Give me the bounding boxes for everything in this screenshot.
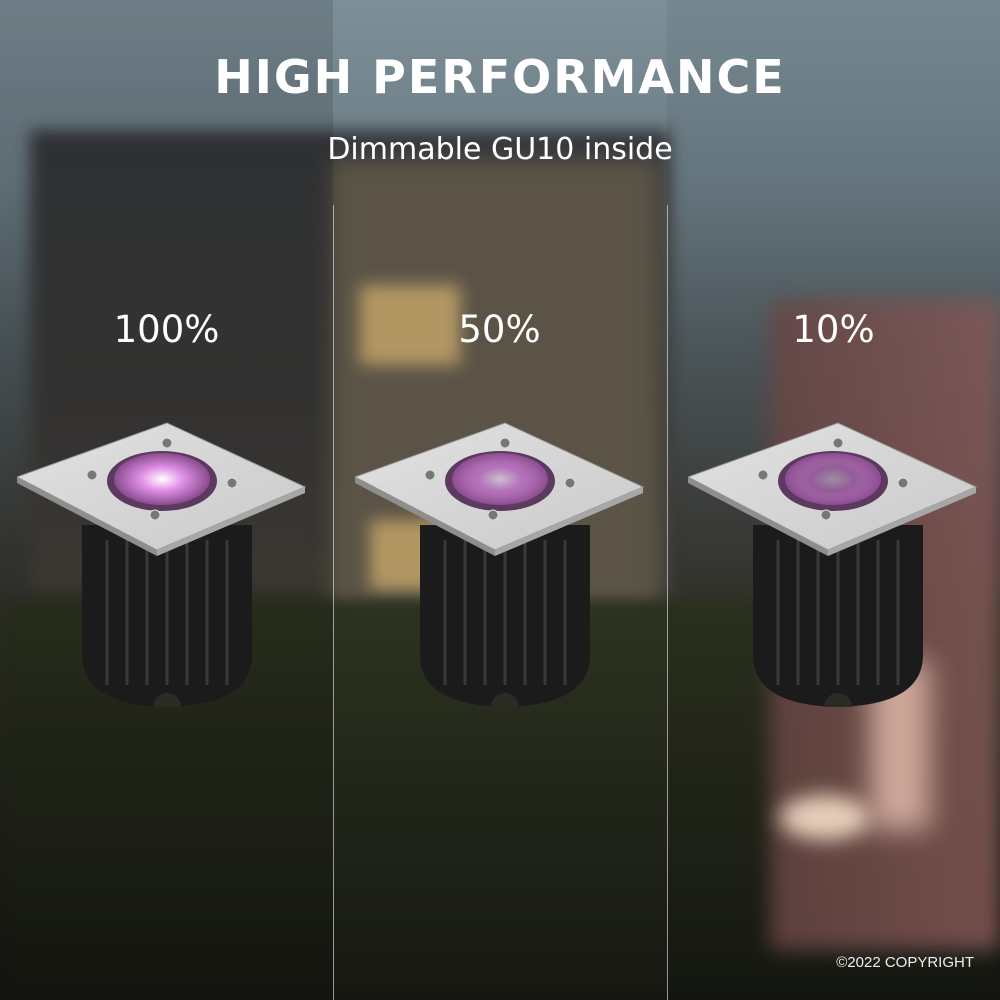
headline: HIGH PERFORMANCE (214, 50, 786, 104)
fixture-body (82, 525, 252, 707)
screw-icon (897, 477, 909, 489)
brightness-label-100: 100% (113, 308, 220, 351)
ground-light-fixture (686, 415, 988, 725)
screw-icon (757, 469, 769, 481)
subheadline: Dimmable GU10 inside (327, 132, 673, 167)
brightness-label-50: 50% (458, 308, 541, 351)
screw-icon (564, 477, 576, 489)
fixture-body (420, 525, 590, 707)
screw-icon (487, 509, 499, 521)
panel-divider (333, 205, 334, 1000)
brightness-label-10: 10% (792, 308, 875, 351)
screw-icon (149, 509, 161, 521)
screw-icon (86, 469, 98, 481)
screw-icon (161, 437, 173, 449)
screw-icon (820, 509, 832, 521)
background-window (360, 285, 460, 365)
led-lens (785, 453, 881, 505)
screw-icon (226, 477, 238, 489)
led-lens (452, 453, 548, 505)
screw-icon (832, 437, 844, 449)
screw-icon (499, 437, 511, 449)
ground-light-fixture (353, 415, 655, 725)
fixture-body (753, 525, 923, 707)
led-lens (114, 453, 210, 505)
panel-divider (667, 205, 668, 1000)
screw-icon (424, 469, 436, 481)
ground-light-fixture (15, 415, 317, 725)
copyright-notice: ©2022 COPYRIGHT (836, 954, 974, 971)
background-ground-light (780, 795, 870, 840)
